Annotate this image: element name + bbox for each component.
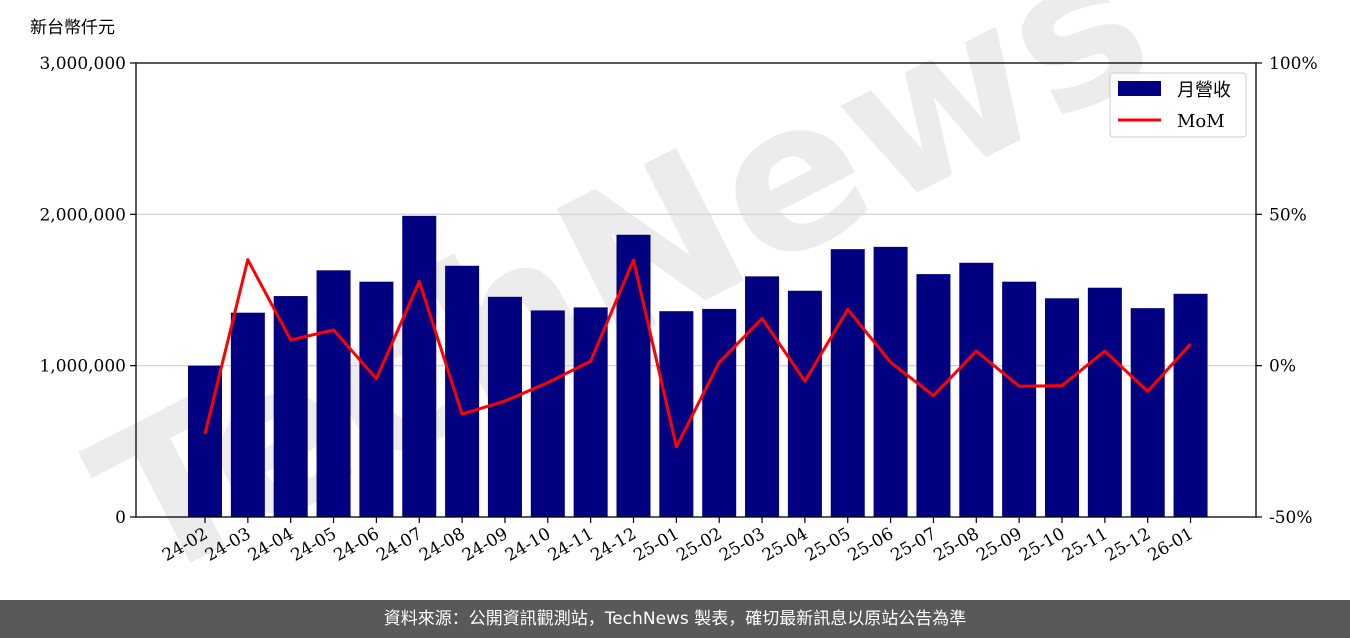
x-tick-label: 25-04 <box>759 524 811 566</box>
bar-24-04 <box>273 296 308 517</box>
y-tick-label: 3,000,000 <box>39 54 126 74</box>
bar-25-02 <box>702 308 737 517</box>
legend-swatch-bar <box>1118 81 1161 96</box>
plot-frame <box>135 62 1257 518</box>
source-footer: 資料來源：公開資訊觀測站，TechNews 製表，確切最新訊息以原站公告為準 <box>0 600 1350 638</box>
bar-25-10 <box>1045 298 1079 517</box>
y2-tick-label: 50% <box>1269 205 1307 225</box>
bar-series <box>188 215 1208 517</box>
bar-24-10 <box>530 310 565 517</box>
y2-tick-label: 0% <box>1269 357 1296 377</box>
x-tick-label: 25-11 <box>1059 524 1111 566</box>
x-tick-label: 24-09 <box>459 524 511 566</box>
bar-24-11 <box>573 307 608 517</box>
bar-25-04 <box>787 290 822 517</box>
bar-24-08 <box>445 265 480 517</box>
bar-25-05 <box>830 249 865 517</box>
x-tick-label: 25-09 <box>973 524 1025 566</box>
mom-line-series <box>203 258 1192 449</box>
bar-24-05 <box>316 270 351 517</box>
x-tick-label: 24-11 <box>545 524 597 566</box>
bar-24-09 <box>487 296 522 517</box>
x-tick-label: 26-01 <box>1145 524 1197 566</box>
x-tick-label: 25-05 <box>802 524 854 566</box>
bar-24-03 <box>230 312 265 517</box>
x-tick-label: 24-10 <box>502 524 554 566</box>
x-tick-label: 24-12 <box>588 524 640 566</box>
mom-line <box>203 258 1192 449</box>
bar-24-06 <box>359 281 394 517</box>
chart: TechNews 新台幣仟元 01,000,0002,000,0003,000,… <box>30 0 1318 600</box>
x-tick-label: 25-10 <box>1016 524 1068 566</box>
right-axis-ticks: -50% 0% 50% 100% <box>1256 54 1318 528</box>
x-tick-label: 25-02 <box>673 524 725 566</box>
bar-25-06 <box>873 246 908 517</box>
bar-25-12 <box>1130 308 1165 517</box>
x-tick-label: 25-01 <box>630 524 682 566</box>
bar-24-12 <box>616 234 651 517</box>
y-tick-label: 0 <box>115 508 126 528</box>
y2-tick-label: 100% <box>1269 54 1318 74</box>
bar-25-01 <box>659 311 694 517</box>
bar-24-07 <box>402 215 437 517</box>
x-tick-label: 24-07 <box>373 524 425 566</box>
y-axis-label: 新台幣仟元 <box>30 18 115 38</box>
x-tick-label: 25-07 <box>888 524 940 566</box>
x-tick-label: 24-08 <box>416 524 468 566</box>
x-tick-label: 25-03 <box>716 524 768 566</box>
y2-tick-label: -50% <box>1269 508 1313 528</box>
legend: 月營收 MoM <box>1109 72 1247 138</box>
y-tick-label: 1,000,000 <box>39 357 126 377</box>
bar-26-01 <box>1173 293 1208 517</box>
bar-25-11 <box>1087 287 1122 517</box>
x-tick-label: 25-06 <box>845 524 897 566</box>
bar-25-09 <box>1002 281 1037 517</box>
legend-label-bar: 月營收 <box>1177 80 1231 101</box>
x-tick-label: 25-08 <box>930 524 982 566</box>
bar-25-08 <box>959 262 994 517</box>
legend-label-line: MoM <box>1177 111 1225 132</box>
left-axis-ticks: 0 1,000,000 2,000,000 3,000,000 <box>39 54 136 528</box>
x-tick-label: 25-12 <box>1102 524 1154 566</box>
bar-25-03 <box>745 276 780 517</box>
y-tick-label: 2,000,000 <box>39 205 126 225</box>
